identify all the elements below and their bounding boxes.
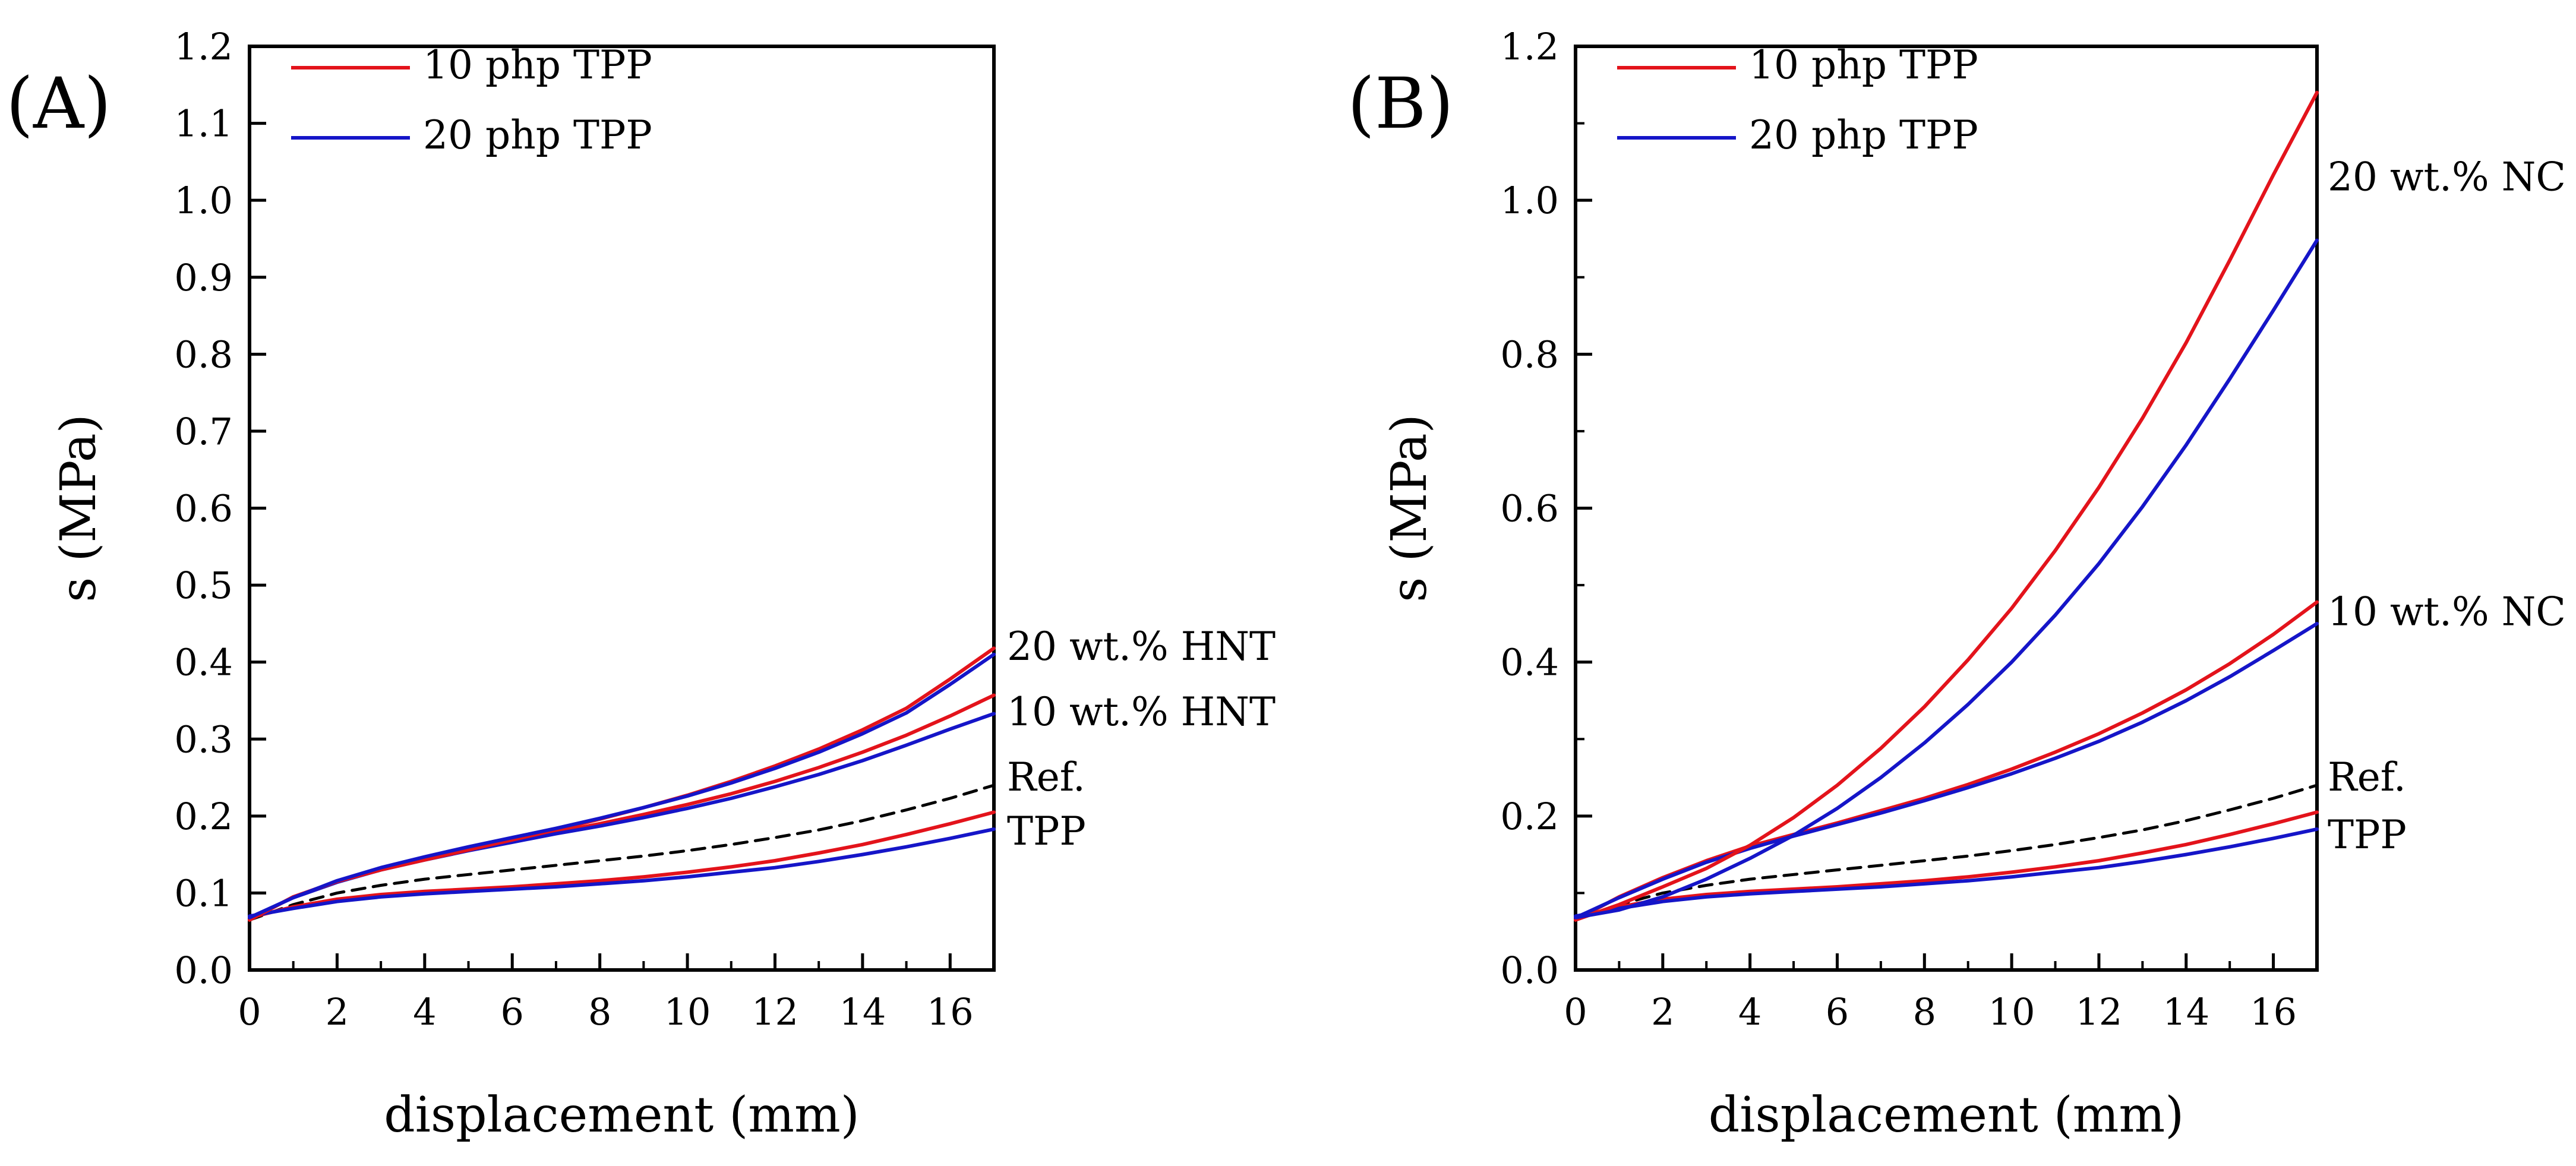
x-axis-b: 0 2 4 6 8 10 12 14 16 [1564,953,2297,1034]
curve-annotation: 20 wt.% HNT [1007,624,1276,669]
x-tick-label: 2 [326,990,349,1034]
y-tick-label: 0.6 [174,487,233,530]
x-axis-a: 0 2 4 6 8 10 12 14 16 [238,953,974,1034]
series-line-b-3 [1574,600,2319,922]
series-line-a-0 [248,783,996,922]
x-tick-label: 4 [1738,990,1761,1034]
plot-frame-a [248,45,996,972]
annotations-b: 20 wt.% NC 10 wt.% NC Ref. TPP [2328,154,2566,858]
y-tick-label: 0.4 [174,641,233,684]
y-tick-label: 0.0 [174,949,233,992]
series-line-b-4 [1574,621,2319,919]
x-tick-label: 16 [927,990,974,1034]
curve-annotation: 10 wt.% HNT [1007,689,1276,735]
x-tick-label: 16 [2250,990,2297,1034]
legend-a: 10 php TPP 20 php TPP [291,42,652,158]
y-tick-label: 0.1 [174,871,233,915]
y-tick-label: 0.9 [174,256,233,299]
y-tick-label: 1.1 [174,102,233,146]
curve-annotation: TPP [1007,808,1086,854]
legend-label: 10 php TPP [423,42,652,88]
x-tick-label: 14 [839,990,886,1034]
series-line-b-0 [1574,783,2319,922]
series-line-b-6 [1574,238,2319,919]
y-tick-label: 1.0 [174,179,233,222]
x-axis-title-b: displacement (mm) [1709,1087,2184,1143]
curve-annotation: 20 wt.% NC [2328,154,2566,200]
curve-annotation: 10 wt.% NC [2328,589,2566,634]
panel-label-b: (B) [1347,62,1454,144]
x-tick-label: 0 [238,990,261,1034]
series-line-a-3 [248,693,996,922]
panel-label-a: (A) [6,62,111,144]
y-axis-title-b: s (MPa) [1381,414,1438,602]
x-tick-label: 8 [588,990,611,1034]
x-tick-label: 2 [1651,990,1674,1034]
series-group-b [1574,90,2319,922]
curve-annotation: Ref. [2328,754,2406,800]
y-tick-label: 1.2 [1500,25,1559,68]
plot-frame-b [1574,45,2319,972]
x-tick-label: 14 [2163,990,2209,1034]
curve-annotation: Ref. [1007,754,1085,800]
y-axis-b: 0.0 0.2 0.4 0.6 0.8 1.0 1.2 [1500,25,1592,992]
series-group-a [248,646,996,922]
series-line-b-2 [1574,827,2319,918]
y-tick-label: 0.5 [174,564,233,607]
y-tick-label: 0.7 [174,410,233,453]
y-tick-label: 0.2 [1500,795,1559,838]
legend-label: 20 php TPP [1749,112,1978,158]
x-tick-label: 0 [1564,990,1587,1034]
y-tick-label: 1.0 [1500,179,1559,222]
series-line-b-5 [1574,90,2319,922]
panel-b: (B) 0 2 4 6 8 10 12 14 16 0.0 0.2 0.4 0.6 0.8 1.0 1.2 dis… [1347,25,2566,1143]
x-tick-label: 12 [752,990,798,1034]
curve-annotation: TPP [2328,812,2407,858]
panel-a: (A) 0 2 4 6 8 10 12 14 16 0.0 0.1 0.2 0.3 0.4 0.5 0.6 0.7… [6,25,1276,1143]
y-axis-title-a: s (MPa) [50,414,107,602]
legend-label: 10 php TPP [1749,42,1978,88]
y-tick-label: 0.8 [1500,333,1559,376]
x-tick-label: 6 [1826,990,1849,1034]
x-tick-label: 8 [1913,990,1936,1034]
x-tick-label: 10 [1988,990,2035,1034]
x-tick-label: 10 [664,990,711,1034]
y-tick-label: 0.3 [174,718,233,761]
annotations-a: 20 wt.% HNT 10 wt.% HNT Ref. TPP [1007,624,1276,854]
y-tick-label: 0.2 [174,795,233,838]
series-line-a-1 [248,810,996,919]
x-axis-title-a: displacement (mm) [384,1087,859,1143]
x-tick-label: 12 [2075,990,2122,1034]
y-tick-label: 0.0 [1500,949,1559,992]
x-tick-label: 6 [501,990,524,1034]
series-line-b-1 [1574,810,2319,919]
y-tick-label: 0.6 [1500,487,1559,530]
legend-b: 10 php TPP 20 php TPP [1617,42,1978,158]
x-tick-label: 4 [413,990,436,1034]
series-line-a-2 [248,827,996,918]
y-tick-label: 0.8 [174,333,233,376]
y-tick-label: 0.4 [1500,641,1559,684]
y-tick-label: 1.2 [174,25,233,68]
y-axis-a: 0.0 0.1 0.2 0.3 0.4 0.5 0.6 0.7 0.8 0.9 1.0 1.1 1.2 [174,25,266,992]
series-line-a-6 [248,652,996,919]
legend-label: 20 php TPP [423,112,652,158]
